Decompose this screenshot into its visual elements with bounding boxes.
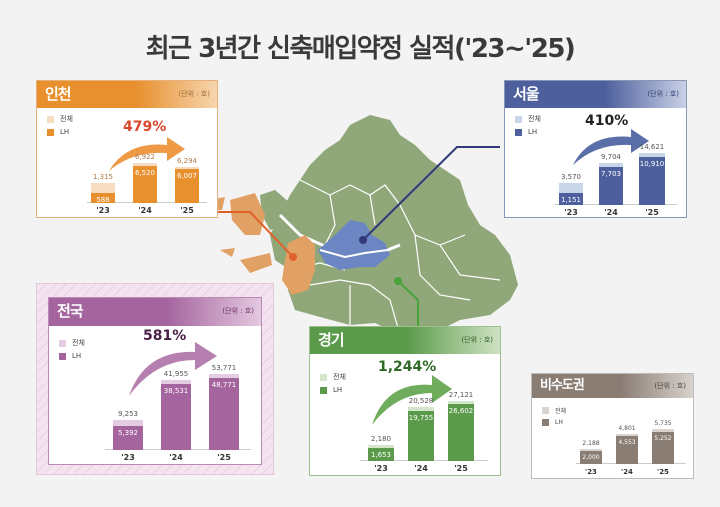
unit-label: (단위 : 호) (222, 307, 254, 315)
seoul-leader-line (362, 146, 500, 241)
non-capital-chart: 2,000 2,188'23 4,553 4,801'24 5,252 5,735'2… (576, 414, 686, 476)
incheon-title: 인천 (45, 85, 72, 103)
legend-total-swatch (47, 115, 54, 123)
seoul-region (318, 220, 390, 270)
legend: 전체 LH (320, 372, 346, 398)
bar-24: 6,520 6,922'24 (133, 153, 157, 215)
unit-label: (단위 : 호) (654, 382, 686, 390)
legend: 전체 LH (59, 338, 85, 364)
legend: 전체 LH (515, 114, 541, 140)
incheon-pin-icon (289, 253, 297, 261)
gyeonggi-title: 경기 (318, 331, 345, 349)
legend: 전체 LH (47, 114, 73, 140)
national-chart: 5,392 9,253'23 38,531 41,955'24 48,771 53,7… (105, 364, 251, 462)
incheon-region (282, 235, 315, 295)
unit-label: (단위 : 호) (647, 90, 679, 98)
bar-25: 6,007 6,294'25 (175, 157, 199, 215)
non-capital-title: 비수도권 (540, 378, 585, 393)
growth-arrow-icon (372, 375, 452, 425)
bar-24: 19,755 20,528'24 (408, 397, 434, 473)
bar-24: 38,531 41,955'24 (161, 370, 191, 462)
non-capital-panel: 비수도권 (단위 : 호) 전체 LH 2,000 2,188'23 4,553 4… (531, 373, 694, 479)
bar-23: 588 1,315'23 (91, 173, 115, 215)
bar-25: 48,771 53,771'25 (209, 364, 239, 462)
bar-23: 5,392 9,253'23 (113, 410, 143, 462)
incheon-panel: 인천 (단위 : 호) 전체 LH 479% 588 1,315'23 6,520… (36, 80, 218, 218)
bar-23: 1,151 3,570'23 (559, 173, 583, 217)
legend-lh-swatch (47, 128, 54, 136)
national-title: 전국 (57, 302, 84, 320)
seoul-pin-icon (359, 236, 367, 244)
capital-region-map (200, 115, 518, 345)
growth-rate: 581% (143, 328, 187, 344)
growth-arrow-icon (573, 129, 649, 165)
bar-24: 4,553 4,801'24 (616, 425, 638, 476)
growth-rate: 1,244% (378, 359, 437, 375)
unit-label: (단위 : 호) (461, 336, 493, 344)
incheon-chart: 588 1,315'23 6,520 6,922'24 6,007 6,294'25 (87, 131, 207, 215)
growth-rate: 479% (123, 119, 167, 135)
bar-23: 2,000 2,188'23 (580, 440, 602, 476)
seoul-chart: 1,151 3,570'23 7,703 9,704'24 10,910 14,621… (555, 133, 677, 217)
growth-rate: 410% (585, 113, 629, 129)
national-panel: 전국 (단위 : 호) 전체 LH 581% 5,392 9,253'23 38,… (48, 297, 262, 465)
gyeonggi-chart: 1,653 2,180'23 19,755 20,528'24 26,602 27,1… (360, 389, 488, 473)
gyeonggi-panel: 경기 (단위 : 호) 전체 LH 1,244% 1,653 2,180'23 1… (309, 326, 501, 476)
gyeonggi-region (270, 115, 518, 335)
bar-24: 7,703 9,704'24 (599, 153, 623, 217)
bar-23: 1,653 2,180'23 (368, 435, 394, 473)
seoul-title: 서울 (513, 85, 540, 103)
unit-label: (단위 : 호) (178, 90, 210, 98)
growth-arrow-icon (129, 342, 217, 396)
legend: 전체 LH (542, 406, 566, 430)
seoul-panel: 서울 (단위 : 호) 전체 LH 410% 1,151 3,570'23 7,7… (504, 80, 687, 218)
page-title: 최근 3년간 신축매입약정 실적('23~'25) (145, 34, 576, 64)
gyeonggi-pin-icon (394, 277, 402, 285)
bar-25: 5,252 5,735'25 (652, 420, 674, 476)
bar-25: 26,602 27,121'25 (448, 391, 474, 473)
growth-arrow-icon (109, 137, 185, 171)
bar-25: 10,910 14,621'25 (639, 143, 665, 217)
